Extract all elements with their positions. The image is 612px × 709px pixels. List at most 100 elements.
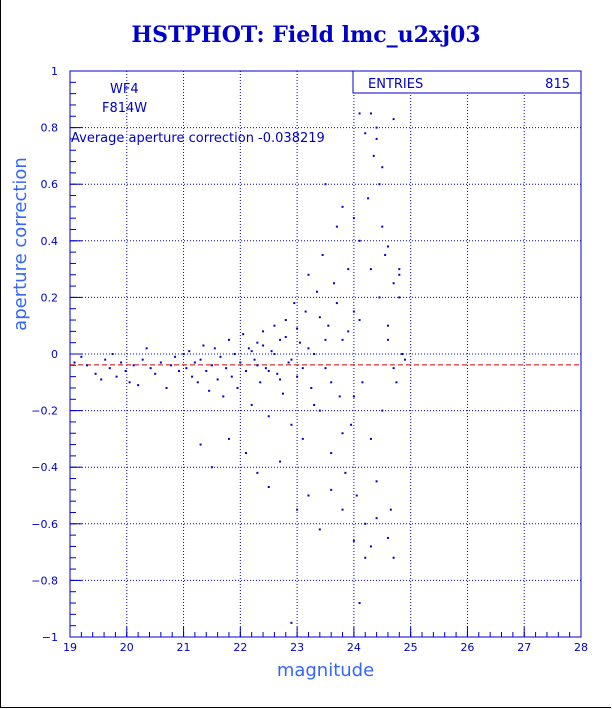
data-point <box>352 310 355 313</box>
data-point <box>245 369 248 372</box>
data-point <box>178 369 181 372</box>
data-point <box>327 324 330 327</box>
data-point <box>80 355 83 358</box>
data-point <box>287 361 290 364</box>
data-point <box>398 268 401 271</box>
data-point <box>267 415 270 418</box>
data-point <box>358 319 361 322</box>
data-point <box>290 621 293 624</box>
data-point <box>321 253 324 256</box>
data-point <box>210 364 213 367</box>
data-point <box>381 225 384 228</box>
data-point <box>307 494 310 497</box>
data-point <box>108 367 111 370</box>
data-point <box>296 508 299 511</box>
x-tick-label: 22 <box>233 641 247 654</box>
data-point <box>242 333 245 336</box>
data-point <box>262 330 265 333</box>
data-point <box>128 381 131 384</box>
entries-label: ENTRIES <box>368 77 423 92</box>
data-point <box>154 372 157 375</box>
data-point <box>350 423 353 426</box>
data-point <box>267 369 270 372</box>
data-point <box>381 166 384 169</box>
data-point <box>364 556 367 559</box>
data-point <box>145 347 148 350</box>
data-point <box>352 539 355 542</box>
data-point <box>199 358 202 361</box>
data-point <box>378 183 381 186</box>
data-point <box>115 375 118 378</box>
data-point <box>188 350 191 353</box>
data-point <box>250 403 253 406</box>
data-point <box>296 375 299 378</box>
x-tick-label: 26 <box>460 641 474 654</box>
data-point <box>333 282 336 285</box>
data-point <box>361 381 364 384</box>
data-point <box>149 367 152 370</box>
data-point <box>182 353 185 355</box>
ticks-layer: 19 20 21 22 23 24 25 26 27 28 −1 −0.8 −0.6 −0.4 −0.2 0 0… <box>31 65 588 654</box>
x-axis-title: magnitude <box>277 660 374 681</box>
data-point <box>284 319 287 322</box>
data-point <box>267 486 270 489</box>
data-point <box>233 353 236 355</box>
x-tick-label: 25 <box>404 641 418 654</box>
data-point <box>304 310 307 313</box>
chart-title: HSTPHOT: Field lmc_u2xj03 <box>131 22 481 48</box>
data-point <box>132 364 135 367</box>
data-point <box>193 361 196 364</box>
data-point <box>185 367 188 370</box>
data-point <box>256 364 259 367</box>
data-point <box>73 361 76 364</box>
data-point <box>273 353 276 355</box>
y-tick-label: 0 <box>51 348 58 361</box>
chip-label: WF4 <box>110 82 139 97</box>
data-point <box>250 350 253 353</box>
data-point <box>369 545 372 548</box>
data-point <box>318 409 321 412</box>
x-tick-label: 28 <box>574 641 588 654</box>
y-tick-label: −0.4 <box>31 461 58 474</box>
data-point <box>281 392 284 395</box>
data-point <box>247 347 250 350</box>
data-point <box>315 290 318 293</box>
data-point <box>100 378 103 381</box>
entries-stats-box: ENTRIES 815 <box>352 70 582 94</box>
data-point <box>270 350 273 353</box>
data-point <box>375 137 378 140</box>
y-tick-label: −0.2 <box>31 405 58 418</box>
data-point <box>279 460 282 463</box>
data-point <box>375 126 378 129</box>
data-point <box>369 268 372 271</box>
y-tick-label: 0.2 <box>41 291 59 304</box>
data-point <box>324 367 327 370</box>
data-point <box>341 338 344 341</box>
data-point <box>225 367 228 370</box>
entries-box-frame <box>352 70 582 94</box>
data-point <box>392 118 395 121</box>
data-point <box>398 273 401 276</box>
data-point <box>375 480 378 483</box>
data-point <box>174 355 177 358</box>
data-point <box>253 358 256 361</box>
data-point <box>324 338 327 341</box>
data-point <box>293 302 296 305</box>
data-point <box>298 341 301 344</box>
data-point <box>279 378 282 381</box>
entries-value: 815 <box>545 77 570 92</box>
data-point <box>392 367 395 370</box>
data-point <box>358 112 361 115</box>
data-point <box>401 353 404 355</box>
data-point <box>191 375 194 378</box>
data-point <box>202 344 205 347</box>
data-point <box>137 384 140 387</box>
x-tick-label: 27 <box>517 641 531 654</box>
data-point <box>318 316 321 319</box>
data-point <box>335 302 338 305</box>
data-point <box>279 338 282 341</box>
data-point <box>307 347 310 350</box>
data-point <box>341 432 344 435</box>
data-point <box>364 132 367 135</box>
